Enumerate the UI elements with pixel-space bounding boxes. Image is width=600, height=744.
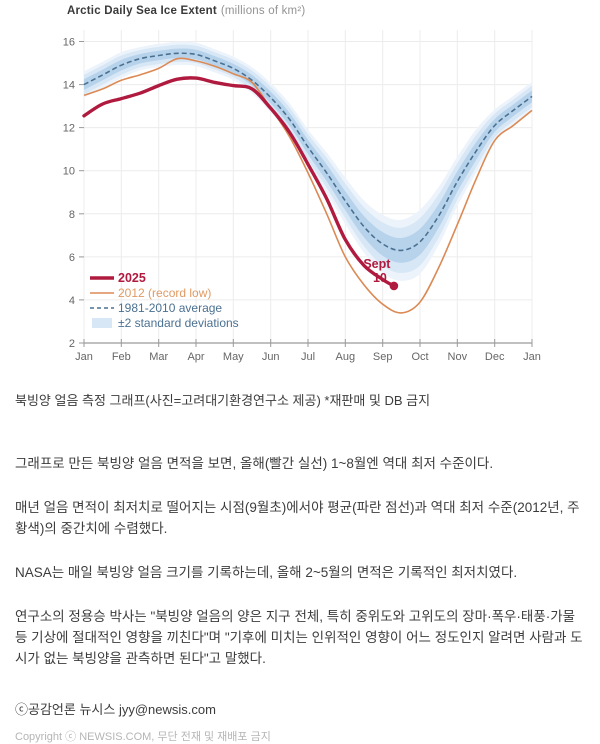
legend-label: 2025 <box>118 271 146 285</box>
y-axis-label: 4 <box>69 295 75 307</box>
series-1981-2010-average-line <box>83 52 533 252</box>
y-axis-label: 10 <box>63 166 75 178</box>
legend-label: 2012 (record low) <box>118 286 211 300</box>
x-axis-label: Dec <box>485 351 505 363</box>
paragraph-4: 연구소의 정용승 박사는 "북빙양 얼음의 양은 지구 전체, 특히 중위도와 … <box>15 609 583 666</box>
paragraph-3: NASA는 매일 북빙양 얼음 크기를 기록하는데, 올해 2~5월의 면적은 … <box>15 565 518 580</box>
chart-title-main: Arctic Daily Sea Ice Extent <box>67 5 217 17</box>
y-axis-label: 12 <box>63 123 75 135</box>
legend-label: 1981-2010 average <box>118 301 222 315</box>
x-axis-label: Jan <box>523 351 541 363</box>
y-axis-label: 16 <box>63 37 75 49</box>
x-axis-label: Jan <box>75 351 93 363</box>
x-axis-label: Apr <box>187 351 204 363</box>
series-2025-line <box>82 76 396 288</box>
sea-ice-chart-figure: Arctic Daily Sea Ice Extent (millions of … <box>63 5 541 363</box>
copyright-notice: Copyright ⓒ NEWSIS.COM, 무단 전재 및 재배포 금지 <box>15 731 271 743</box>
y-axis-label: 8 <box>69 209 75 221</box>
x-axis-label: Feb <box>112 351 131 363</box>
article-body: 북빙양 얼음 측정 그래프(사진=고려대기환경연구소 제공) *재판매 및 DB… <box>0 378 600 744</box>
series-2025-endpoint-dot <box>389 281 399 291</box>
series-2012-line <box>83 57 533 314</box>
y-axis-label: 2 <box>69 338 75 350</box>
x-axis-label: Aug <box>336 351 356 363</box>
x-axis-label: Jun <box>262 351 280 363</box>
std-dev-band <box>84 44 532 273</box>
paragraph-1: 그래프로 만든 북빙양 얼음 면적을 보면, 올해(빨간 실선) 1~8월엔 역… <box>15 456 494 471</box>
x-axis-label: May <box>223 351 244 363</box>
chart-title-units: (millions of km²) <box>220 5 306 17</box>
legend-label: ±2 standard deviations <box>118 316 239 330</box>
x-axis-label: Nov <box>448 351 468 363</box>
x-axis-label: Oct <box>411 351 428 363</box>
x-axis-label: Sep <box>373 351 393 363</box>
endpoint-annotation-day: 10 <box>373 271 387 285</box>
x-axis-label: Mar <box>149 351 168 363</box>
chart-title: Arctic Daily Sea Ice Extent (millions of … <box>67 5 305 17</box>
endpoint-annotation-month: Sept <box>363 257 391 271</box>
legend-swatch-band <box>92 318 112 328</box>
y-axis-label: 14 <box>63 80 75 92</box>
y-axis-label: 6 <box>69 252 75 264</box>
image-caption: 북빙양 얼음 측정 그래프(사진=고려대기환경연구소 제공) *재판매 및 DB… <box>15 393 431 408</box>
paragraph-2: 매년 얼음 면적이 최저치로 떨어지는 시점(9월초)에서야 평균(파란 점선)… <box>15 500 580 536</box>
article-page: Arctic Daily Sea Ice Extent (millions of … <box>15 5 583 743</box>
reporter-signoff: ⓒ공감언론 뉴시스 jyy@newsis.com <box>15 702 216 717</box>
x-axis-label: Jul <box>301 351 315 363</box>
